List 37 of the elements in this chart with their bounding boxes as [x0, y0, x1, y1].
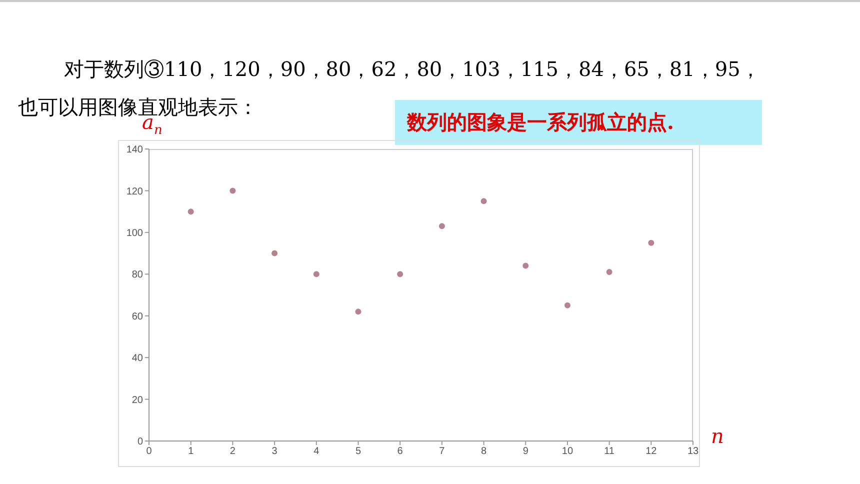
x-tick-label: 12 — [646, 446, 658, 458]
point — [480, 198, 487, 204]
x-tick-label: 4 — [314, 446, 320, 458]
x-tick-label: 0 — [146, 446, 152, 458]
x-tick-label: 9 — [522, 446, 529, 458]
x-tick-label: 5 — [355, 446, 362, 458]
x-tick-label: 1 — [188, 446, 194, 458]
y-tick-label: 120 — [126, 186, 144, 198]
x-axis-title: n — [711, 424, 724, 448]
chart-title: 对于数列③110，120，90，80，62，80，103，115，84，65，81，95， — [64, 56, 760, 83]
y-tick-label: 60 — [132, 311, 144, 322]
point — [438, 223, 445, 230]
point — [522, 262, 529, 269]
y-tick-label: 140 — [126, 144, 144, 156]
y-tick-label: 20 — [132, 394, 144, 406]
x-tick-label: 8 — [480, 446, 487, 458]
x-tick-label: 11 — [604, 446, 615, 458]
y-tick-label: 80 — [132, 270, 144, 281]
x-tick-label: 6 — [397, 446, 404, 458]
y-tick-label: 100 — [126, 228, 144, 239]
point — [606, 269, 612, 276]
point — [313, 271, 320, 278]
x-tick-label: 10 — [562, 446, 574, 458]
y-tick-label: 0 — [137, 436, 144, 448]
point — [564, 302, 570, 308]
point — [230, 188, 236, 194]
point — [272, 250, 278, 256]
x-tick-label: 13 — [687, 446, 699, 458]
point — [397, 271, 404, 278]
x-tick-label: 3 — [272, 446, 278, 458]
y-tick-label: 40 — [132, 353, 144, 364]
x-tick-label: 7 — [439, 446, 446, 458]
point — [648, 240, 654, 246]
text: 数列的图象是一系列孤立的点. — [395, 100, 762, 145]
x-tick-label: 2 — [230, 446, 236, 458]
point — [355, 308, 362, 315]
point — [188, 208, 194, 215]
